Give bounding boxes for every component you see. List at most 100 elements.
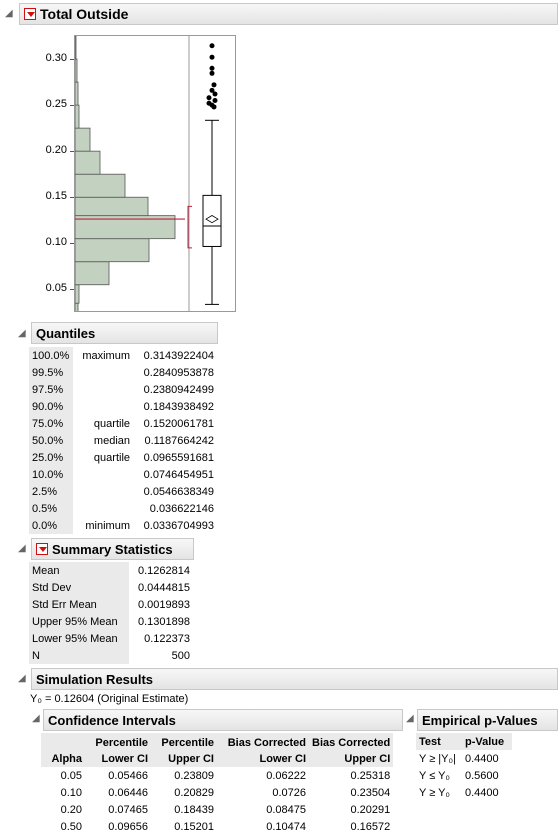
outline-title: Total Outside [40,6,129,22]
ci-value-cell: 0.0726 [272,786,306,799]
quantile-value: 0.0336704993 [143,519,214,532]
statistic-label: Mean [29,562,129,579]
table-row: Mean 0.1262814 [29,562,193,579]
confidence-intervals-header: Confidence Intervals [43,709,403,731]
column-header-p-value: p-Value [462,733,512,750]
collapse-triangle-icon[interactable]: ◢ [406,713,414,724]
quantile-percent: 0.5% [29,500,73,517]
quantile-value: 0.3143922404 [143,349,214,362]
ci-value-cell: 0.09656 [108,820,148,833]
y-tick-label: 0.25 [45,98,67,111]
histogram-bar [74,104,80,129]
p-value: 0.4400 [465,786,499,799]
table-row: 90.0% 0.1843938492 [29,398,217,415]
quantile-label [73,381,133,398]
ci-value-cell: 0.08475 [266,803,306,816]
ci-value-cell: 0.20829 [174,786,214,799]
column-header-line-1: Percentile [95,737,148,749]
quantile-percent: 90.0% [29,398,73,415]
column-header-line-2: Lower CI [259,753,306,765]
summary-statistics-title: Summary Statistics [52,541,173,557]
quantile-percent: 25.0% [29,449,73,466]
statistic-value: 0.1301898 [138,615,190,628]
quantile-value: 0.1520061781 [143,417,214,430]
collapse-triangle-icon[interactable]: ◢ [5,8,13,19]
quantiles-table: 100.0% maximum 0.3143922404 99.5% 0.28409538… [29,347,217,534]
collapse-triangle-icon[interactable]: ◢ [32,713,40,724]
header-row: Alpha Percentile Lower CI Percentile Upper C… [41,733,394,767]
statistic-value: 0.122373 [144,632,190,645]
p-value: 0.5600 [465,769,499,782]
table-row: 0.20 0.07465 0.18439 0.08475 0.20291 [41,801,393,818]
y-tick-label: 0.05 [45,282,67,295]
table-row: 50.0% median 0.1187664242 [29,432,217,449]
histogram-bar [74,150,101,175]
test-label: Y ≥ Y₀ [419,786,450,799]
table-row: Std Dev 0.0444815 [29,579,193,596]
outlier-point [209,87,215,93]
confidence-intervals-table: Alpha Percentile Lower CI Percentile Upper C… [41,733,394,835]
table-row: Std Err Mean 0.0019893 [29,596,193,613]
quantile-label [73,500,133,517]
distribution-plot-svg [74,35,222,313]
quantile-value: 0.1187664242 [144,434,214,447]
empirical-p-values-header: Empirical p-Values [417,709,558,731]
histogram-bar [74,81,79,106]
p-value: 0.4400 [465,752,499,765]
quantiles-title: Quantiles [36,325,96,341]
collapse-triangle-icon[interactable]: ◢ [18,328,26,339]
column-header-line-2: Upper CI [168,753,214,765]
red-triangle-menu-icon[interactable] [24,8,36,20]
quantile-percent: 10.0% [29,466,73,483]
statistic-label: N [29,647,129,664]
ci-value-cell: 0.25318 [350,769,391,782]
ci-value-cell: 0.16572 [350,820,391,833]
ci-value-cell: 0.23809 [174,769,214,782]
table-row: 97.5% 0.2380942499 [29,381,217,398]
collapse-triangle-icon[interactable]: ◢ [18,543,26,554]
quantile-label [73,483,133,500]
quantile-percent: 75.0% [29,415,73,432]
header-row: Test p-Value [416,733,512,750]
simulation-results-header: Simulation Results [31,668,558,690]
histogram-bar [74,238,150,263]
quantile-percent: 0.0% [29,517,73,534]
table-row: Upper 95% Mean 0.1301898 [29,613,193,630]
y-tick-label: 0.20 [45,144,67,157]
quantile-value: 0.2840953878 [143,366,214,379]
quantile-percent: 2.5% [29,483,73,500]
column-header-line-1: Percentile [161,737,214,749]
test-label: Y ≥ |Y₀| [419,752,456,765]
quantile-label [73,364,133,381]
y-tick-mark [70,105,74,107]
table-row: Y ≥ |Y₀| 0.4400 [416,750,512,767]
quantile-label [73,398,133,415]
histogram-bar [74,284,80,304]
outlier-point [211,82,217,88]
quantile-label: quartile [93,417,130,430]
table-row: 0.0% minimum 0.0336704993 [29,517,217,534]
statistic-label: Upper 95% Mean [29,613,129,630]
quantile-percent: 50.0% [29,432,73,449]
quantile-value: 0.1843938492 [143,400,214,413]
table-row: 0.10 0.06446 0.20829 0.0726 0.23504 [41,784,393,801]
statistic-label: Std Err Mean [29,596,129,613]
quantile-percent: 100.0% [29,347,73,364]
y-tick-mark [70,289,74,291]
y-tick-label: 0.30 [45,52,67,65]
quantile-label: median [93,434,130,447]
column-header-line-2: Lower CI [101,753,148,765]
red-triangle-menu-icon[interactable] [36,543,48,555]
outlier-point [209,65,215,71]
alpha-cell: 0.05 [60,769,82,782]
histogram-bar [74,58,78,83]
test-label: Y ≤ Y₀ [419,769,450,782]
empirical-p-values-title: Empirical p-Values [422,712,538,728]
shortest-half-bracket [187,205,192,249]
confidence-intervals-title: Confidence Intervals [48,712,176,728]
histogram-bar [74,196,149,217]
collapse-triangle-icon[interactable]: ◢ [18,673,26,684]
quantile-value: 0.0746454951 [143,468,214,481]
quantile-value: 0.2380942499 [143,383,214,396]
quantiles-header: Quantiles [31,322,218,344]
